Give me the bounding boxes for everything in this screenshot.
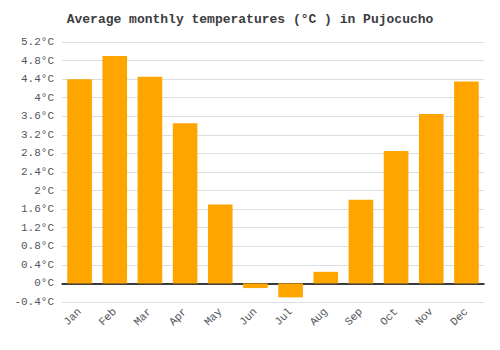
svg-text:Aug: Aug (308, 306, 330, 328)
svg-text:2.8°C: 2.8°C (21, 147, 54, 159)
svg-text:2.4°C: 2.4°C (21, 166, 54, 178)
svg-text:Nov: Nov (413, 305, 436, 328)
svg-text:Jul: Jul (272, 306, 294, 328)
svg-text:Sep: Sep (343, 306, 365, 328)
svg-text:Oct: Oct (378, 306, 400, 328)
svg-text:4.4°C: 4.4°C (21, 73, 54, 85)
svg-text:4°C: 4°C (34, 92, 54, 104)
svg-text:Jun: Jun (237, 306, 259, 328)
svg-text:Average monthly temperatures (: Average monthly temperatures (°C ) in Pu… (67, 12, 434, 27)
svg-text:0°C: 0°C (34, 277, 54, 289)
svg-text:May: May (202, 305, 225, 328)
svg-text:1.6°C: 1.6°C (21, 203, 54, 215)
svg-text:1.2°C: 1.2°C (21, 222, 54, 234)
svg-text:2°C: 2°C (34, 185, 54, 197)
svg-text:Mar: Mar (132, 306, 154, 328)
svg-text:0.8°C: 0.8°C (21, 240, 54, 252)
svg-text:5.2°C: 5.2°C (21, 36, 54, 48)
svg-text:-0.4°C: -0.4°C (14, 296, 54, 308)
svg-text:Dec: Dec (448, 306, 470, 328)
svg-text:3.6°C: 3.6°C (21, 110, 54, 122)
svg-text:Jan: Jan (61, 306, 83, 328)
svg-text:4.8°C: 4.8°C (21, 55, 54, 67)
svg-text:0.4°C: 0.4°C (21, 259, 54, 271)
svg-text:Feb: Feb (97, 306, 119, 328)
svg-text:Apr: Apr (167, 306, 189, 328)
svg-text:3.2°C: 3.2°C (21, 129, 54, 141)
